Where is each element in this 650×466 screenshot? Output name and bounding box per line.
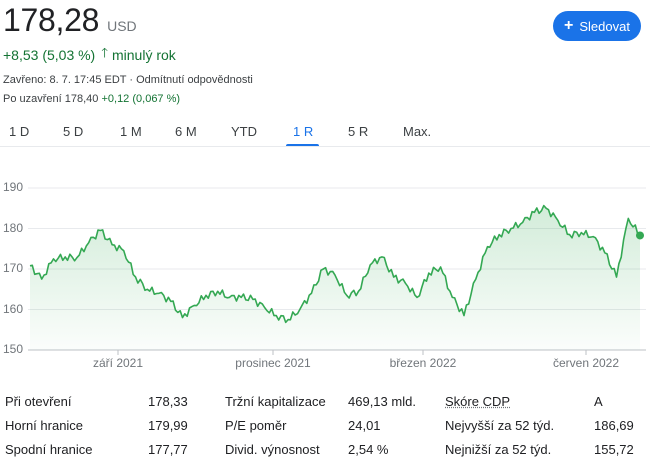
- y-tick-label: 180: [3, 220, 24, 235]
- follow-button[interactable]: + Sledovat: [553, 11, 641, 41]
- stat-value: 469,13 mld.: [348, 394, 416, 409]
- currency-label: USD: [107, 18, 137, 34]
- active-tab-indicator: [286, 144, 319, 147]
- last-price-point: [636, 231, 644, 240]
- stat-label: Horní hranice: [5, 418, 84, 433]
- stat-label[interactable]: Skóre CDP: [445, 394, 511, 409]
- stat-label: Nejvyšší za 52 týd.: [445, 418, 555, 433]
- x-tick-label: březen 2022: [389, 356, 457, 370]
- stat-label: Tržní kapitalizace: [225, 394, 326, 409]
- range-tabs: 1 D 5 D 1 M 6 M YTD 1 R 5 R Max.: [0, 124, 440, 148]
- tab-ytd[interactable]: YTD: [231, 124, 257, 139]
- x-tick-label: září 2021: [92, 356, 144, 370]
- x-tick-label: prosinec 2021: [235, 356, 311, 370]
- stat-value: 2,54 %: [348, 442, 389, 457]
- stat-label: Spodní hranice: [5, 442, 93, 457]
- stat-value: 186,69: [594, 418, 634, 433]
- stat-value: A: [594, 394, 603, 409]
- after-hours-label: Po uzavření 178,40: [3, 93, 99, 105]
- y-tick-label: 170: [3, 261, 24, 275]
- x-tick-label: červen 2022: [552, 356, 620, 370]
- stat-value: 155,72: [594, 442, 634, 457]
- arrow-up-icon: 🡑: [101, 45, 108, 60]
- tab-1-d[interactable]: 1 D: [9, 124, 30, 139]
- stat-value: 179,99: [148, 418, 188, 433]
- price-line: [29, 204, 641, 324]
- closed-info: Zavřeno: 8. 7. 17:45 EDT · Odmítnutí odp…: [3, 74, 253, 86]
- change-period: minulý rok: [112, 47, 176, 63]
- y-tick-label: 190: [3, 180, 24, 194]
- plus-icon: +: [564, 17, 574, 34]
- tab-1-m[interactable]: 1 M: [120, 124, 142, 139]
- follow-button-label: Sledovat: [579, 18, 630, 34]
- tabs-divider: [0, 146, 650, 147]
- tab-max[interactable]: Max.: [403, 124, 432, 139]
- stat-value: 177,77: [148, 442, 188, 457]
- tab-6-m[interactable]: 6 M: [175, 124, 197, 139]
- y-tick-label: 160: [3, 301, 24, 316]
- price-area: [30, 205, 640, 350]
- stat-label: Divid. výnosnost: [225, 442, 320, 457]
- stat-label: Při otevření: [5, 394, 72, 409]
- change-value: +8,53 (5,03 %): [3, 47, 96, 63]
- stat-value: 24,01: [348, 418, 381, 433]
- tab-5-d[interactable]: 5 D: [63, 124, 84, 139]
- y-tick-label: 150: [3, 342, 24, 356]
- price-chart[interactable]: [0, 150, 650, 355]
- tab-1-r[interactable]: 1 R: [293, 124, 314, 139]
- price-change: +8,53 (5,03 %) 🡑 minulý rok: [3, 44, 176, 66]
- after-hours-change: +0,12 (0,067 %): [101, 93, 181, 105]
- stat-label: Nejnižší za 52 týd.: [445, 442, 552, 457]
- tab-5-r[interactable]: 5 R: [348, 124, 369, 139]
- stat-value: 178,33: [148, 394, 188, 409]
- stat-label: P/E poměr: [225, 418, 287, 433]
- current-price: 178,28: [3, 2, 100, 38]
- after-hours-info: Po uzavření 178,40 +0,12 (0,067 %): [3, 93, 180, 105]
- price-header: 178,28 USD: [3, 2, 137, 39]
